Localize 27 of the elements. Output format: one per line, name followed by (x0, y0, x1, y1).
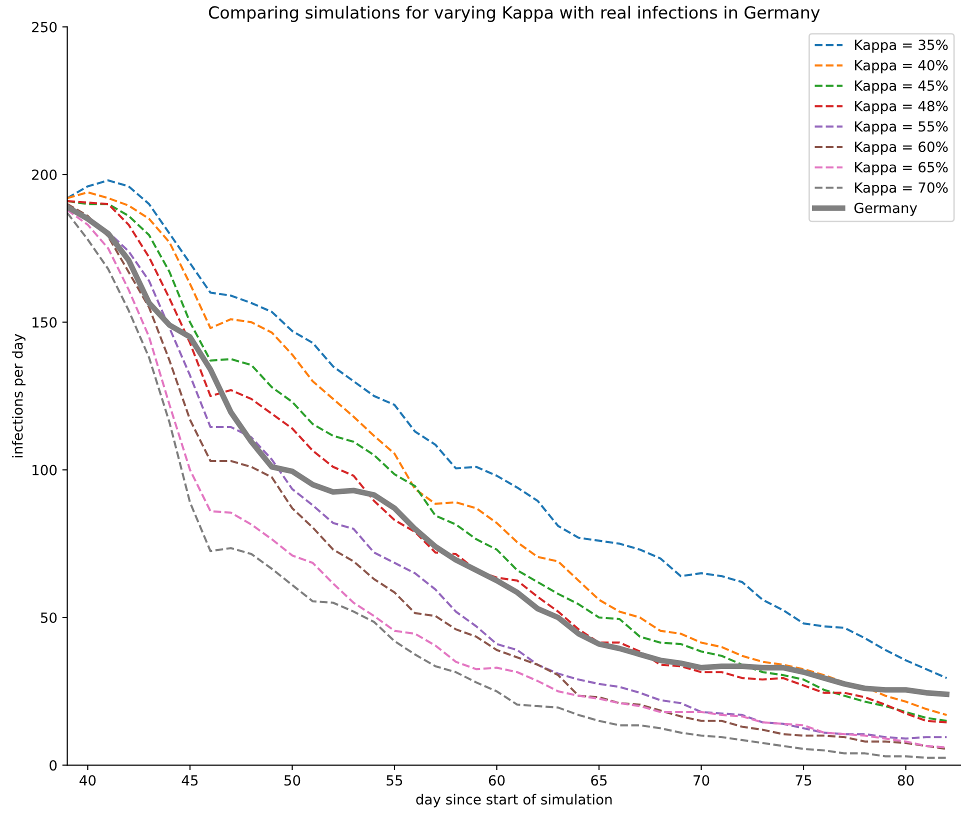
y-tick-label: 250 (32, 22, 57, 32)
legend-label: Kappa = 35% (855, 40, 948, 53)
y-tick-label: 150 (32, 317, 57, 328)
y-tick-label: 200 (32, 169, 57, 180)
x-tick-label: 50 (284, 775, 300, 786)
legend-label: Kappa = 40% (855, 60, 948, 74)
legend-label: Kappa = 55% (855, 121, 948, 134)
x-tick-label: 45 (182, 775, 198, 786)
y-axis-title: infections per day (12, 334, 26, 458)
y-tick-label: 50 (40, 612, 57, 623)
x-tick-label: 80 (898, 775, 914, 786)
x-tick-label: 60 (488, 775, 505, 786)
x-axis-title: day since start of simulation (416, 794, 612, 808)
x-tick-label: 75 (796, 775, 812, 786)
x-tick-label: 55 (386, 775, 402, 786)
legend-label: Kappa = 48% (855, 100, 948, 114)
x-tick-label: 40 (80, 775, 96, 786)
legend-label: Germany (854, 202, 918, 216)
legend-label: Kappa = 45% (855, 80, 948, 94)
legend-label: Kappa = 65% (855, 162, 948, 176)
legend-label: Kappa = 60% (855, 142, 948, 155)
x-tick-label: 70 (694, 775, 710, 786)
y-tick-label: 100 (32, 464, 57, 476)
y-tick-label: 0 (50, 760, 57, 771)
x-tick-label: 65 (591, 775, 607, 786)
chart-title: Comparing simulations for varying Kappa with real infections in Germany (208, 6, 820, 22)
legend-label: Kappa = 70% (855, 182, 948, 196)
